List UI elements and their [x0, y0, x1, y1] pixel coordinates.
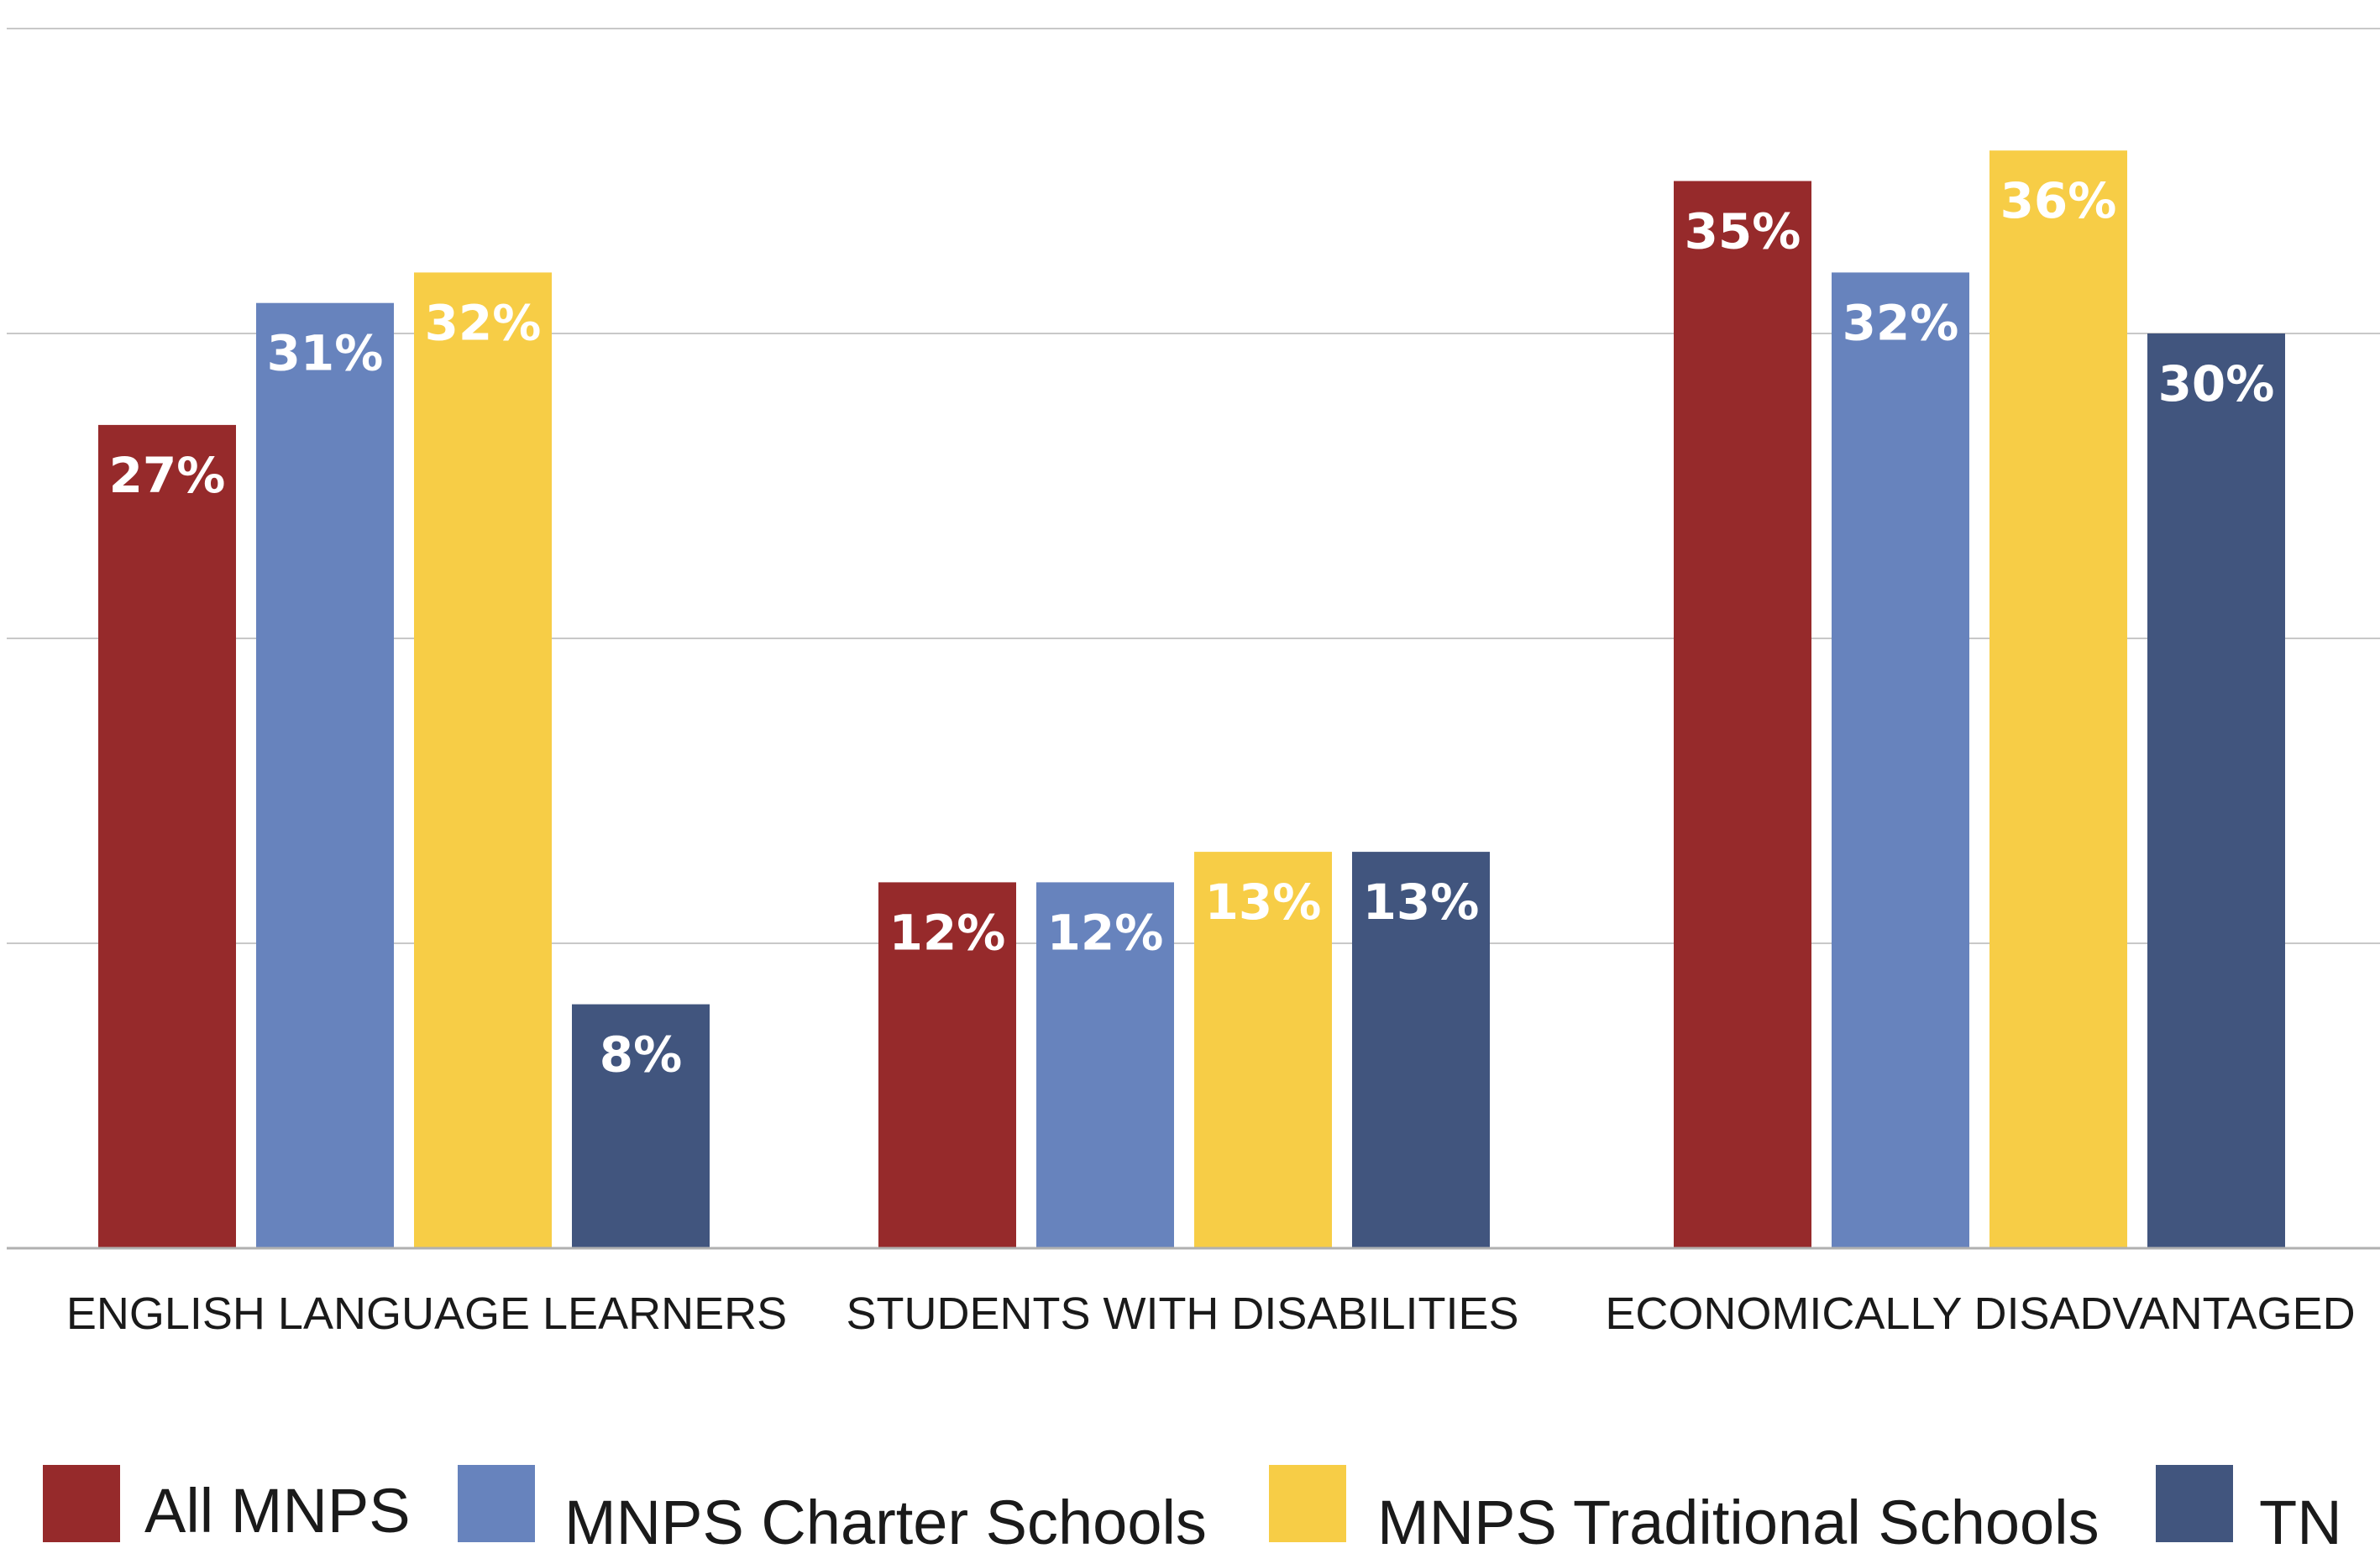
data-label-tn-students-with-disabilities: 13% — [1363, 874, 1480, 931]
data-label-mnps-traditional-schools-economically-disadvantaged: 36% — [2000, 172, 2117, 229]
category-label-students-with-disabilities: STUDENTS WITH DISABILITIES — [846, 1289, 1518, 1339]
bar-all-mnps-economically-disadvantaged — [1674, 181, 1811, 1248]
bar-tn-english-language-learners — [572, 1004, 710, 1248]
data-label-mnps-charter-schools-english-language-learners: 31% — [267, 325, 384, 382]
bar-all-mnps-english-language-learners — [98, 424, 236, 1248]
bar-mnps-charter-schools-students-with-disabilities — [1036, 882, 1174, 1248]
bar-mnps-charter-schools-economically-disadvantaged — [1832, 272, 1969, 1248]
bar-tn-economically-disadvantaged — [2147, 333, 2285, 1248]
legend-swatch-tn — [2156, 1465, 2233, 1542]
bar-mnps-traditional-schools-english-language-learners — [414, 272, 552, 1248]
legend-label-all-mnps: All MNPS — [144, 1476, 411, 1546]
bar-mnps-traditional-schools-economically-disadvantaged — [1989, 150, 2127, 1249]
data-label-tn-economically-disadvantaged: 30% — [2158, 355, 2275, 412]
data-label-mnps-charter-schools-students-with-disabilities: 12% — [1047, 904, 1164, 961]
legend: All MNPS MNPS Charter Schools MNPS Traditi… — [43, 1465, 2342, 1557]
data-label-mnps-traditional-schools-students-with-disabilities: 13% — [1205, 874, 1322, 931]
legend-label-mnps-traditional-schools: MNPS Traditional Schools — [1377, 1488, 2100, 1557]
category-label-english-language-learners: ENGLISH LANGUAGE LEARNERS — [66, 1289, 787, 1339]
bar-mnps-charter-schools-english-language-learners — [256, 302, 394, 1249]
legend-swatch-mnps-charter-schools — [458, 1465, 535, 1542]
data-label-tn-english-language-learners: 8% — [600, 1026, 682, 1084]
bar-all-mnps-students-with-disabilities — [878, 882, 1016, 1248]
legend-label-mnps-charter-schools: MNPS Charter Schools — [564, 1488, 1207, 1557]
data-label-all-mnps-english-language-learners: 27% — [109, 447, 226, 504]
legend-label-tn: TN — [2259, 1488, 2342, 1557]
data-label-all-mnps-economically-disadvantaged: 35% — [1685, 203, 1801, 260]
data-label-all-mnps-students-with-disabilities: 12% — [889, 904, 1006, 961]
gridlines — [7, 28, 2380, 944]
bar-mnps-traditional-schools-students-with-disabilities — [1194, 852, 1332, 1248]
bar-tn-students-with-disabilities — [1352, 852, 1490, 1248]
data-label-mnps-charter-schools-economically-disadvantaged: 32% — [1843, 294, 1959, 351]
category-label-economically-disadvantaged: ECONOMICALLY DISADVANTAGED — [1605, 1289, 2355, 1339]
legend-swatch-all-mnps — [43, 1465, 120, 1542]
data-label-mnps-traditional-schools-english-language-learners: 32% — [425, 294, 542, 351]
category-labels: ENGLISH LANGUAGE LEARNERS STUDENTS WITH D… — [66, 1289, 2356, 1339]
legend-swatch-mnps-traditional-schools — [1269, 1465, 1346, 1542]
bars: 27% 31% 32% 8% 12% 12% 13% 13% 35% 32% 36% 30% — [98, 150, 2285, 1249]
